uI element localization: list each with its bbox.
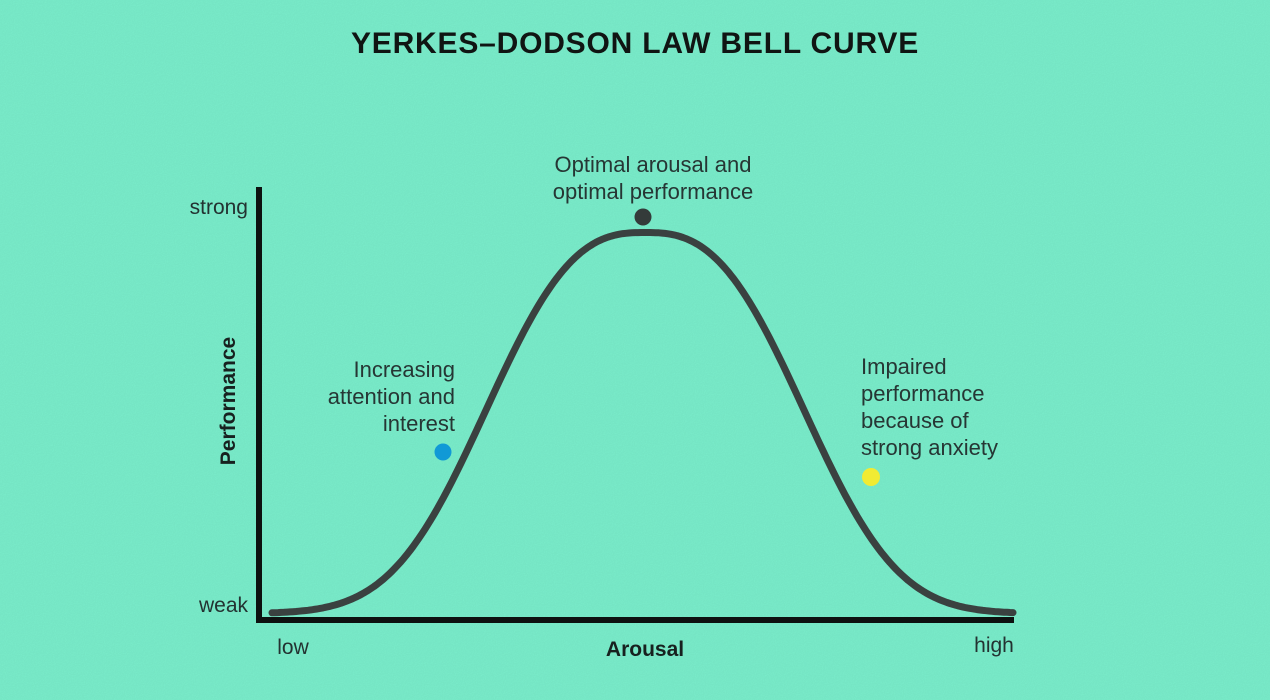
y-axis-label: Performance [217, 336, 240, 466]
impaired-point-dot [862, 468, 880, 486]
optimal-point-dot [634, 208, 652, 226]
increasing-point-dot [434, 443, 452, 461]
y-tick-strong: strong [189, 196, 248, 219]
bell-curve-line [268, 229, 1017, 617]
annotation-increasing-attention: Increasing attention and interest [327, 357, 455, 436]
y-tick-weak: weak [198, 594, 248, 617]
chart-title: YERKES–DODSON LAW BELL CURVE [350, 27, 920, 60]
annotation-optimal-performance: Optimal arousal and optimal performance [552, 152, 754, 204]
x-tick-low: low [277, 636, 309, 659]
annotation-impaired-performance: Impaired performance because of strong a… [861, 354, 998, 460]
x-axis-label: Arousal [605, 638, 685, 661]
x-tick-high: high [974, 634, 1014, 657]
